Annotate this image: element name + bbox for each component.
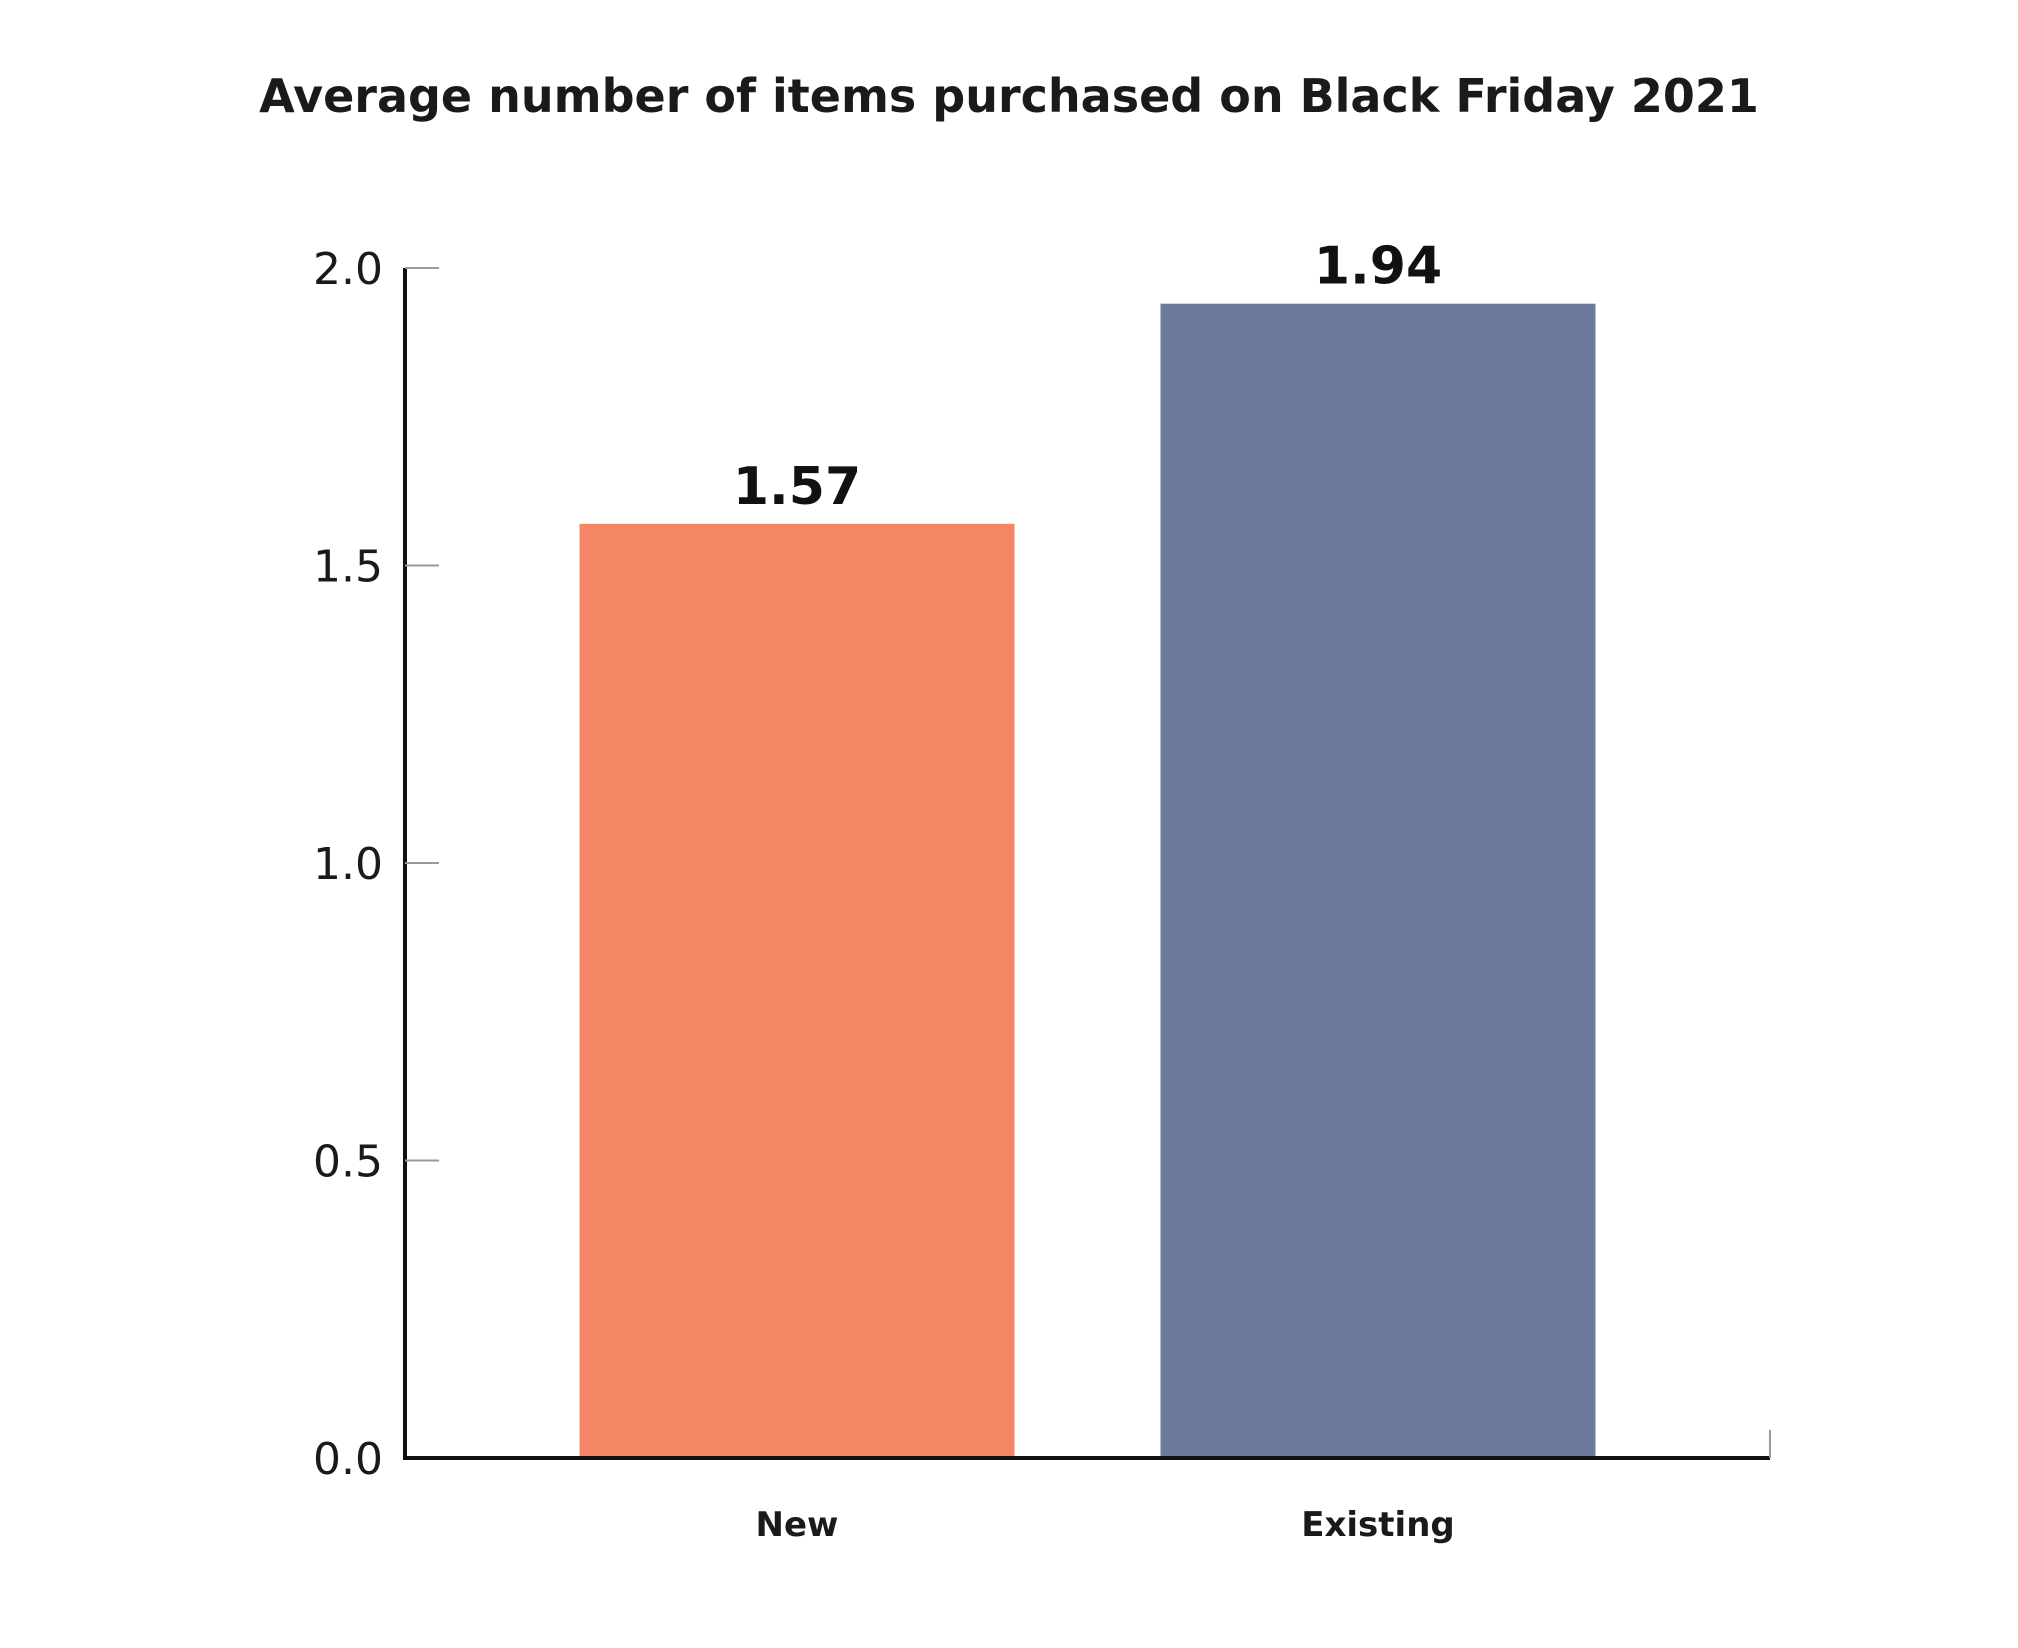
- bar-new: [579, 523, 1015, 1458]
- y-tick-label: 2.0: [313, 244, 383, 295]
- bars-group: 1.57 1.94: [579, 237, 1596, 1459]
- y-tick-label: 0.0: [313, 1434, 383, 1485]
- y-tick-label: 0.5: [313, 1137, 383, 1188]
- y-axis: 0.0 0.5 1.0 1.5 2.0: [313, 244, 439, 1485]
- y-tick-label: 1.0: [313, 839, 383, 890]
- chart-title: Average number of items purchased on Bla…: [259, 69, 1759, 123]
- value-label: 1.57: [733, 457, 861, 517]
- bar-existing: [1160, 303, 1596, 1459]
- x-category-label: New: [756, 1505, 839, 1545]
- value-label: 1.94: [1314, 237, 1442, 297]
- x-category-label: Existing: [1301, 1505, 1455, 1545]
- x-axis: New Existing: [403, 1430, 1771, 1545]
- y-tick-label: 1.5: [313, 542, 383, 593]
